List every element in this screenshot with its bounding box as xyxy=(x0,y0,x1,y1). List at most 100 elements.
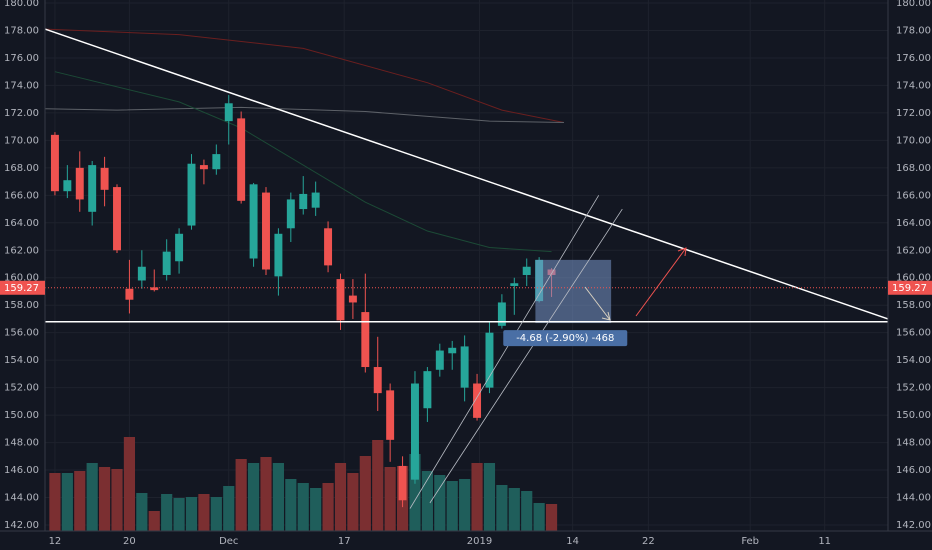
y-tick-label: 142.00 xyxy=(896,520,931,531)
volume-bar xyxy=(496,485,508,531)
x-tick-label: 2019 xyxy=(467,536,492,547)
trend-line xyxy=(429,208,623,504)
x-tick-label: 20 xyxy=(123,536,136,547)
y-tick-label: 166.00 xyxy=(4,190,39,201)
y-tick-label: 146.00 xyxy=(896,465,931,476)
trend-line xyxy=(44,28,889,320)
candle-body xyxy=(510,283,519,286)
y-tick-label: 154.00 xyxy=(896,355,931,366)
y-tick-label: 180.00 xyxy=(896,0,931,9)
volume-bar xyxy=(185,497,198,531)
candle-body xyxy=(435,350,444,370)
candle-body xyxy=(411,383,419,480)
x-tick-label: 14 xyxy=(566,536,579,547)
volume-bar xyxy=(198,494,210,531)
volume-bar xyxy=(372,440,384,531)
candle-body xyxy=(473,383,482,418)
x-tick-label: 17 xyxy=(338,536,351,547)
y-tick-label: 166.00 xyxy=(896,190,931,201)
y-tick-label: 160.00 xyxy=(896,273,931,284)
candle-body xyxy=(361,312,370,368)
y-tick-label: 170.00 xyxy=(896,135,931,146)
y-tick-label: 176.00 xyxy=(896,53,931,64)
volume-bar xyxy=(471,463,483,531)
volume-bar xyxy=(260,457,272,531)
candle-body xyxy=(75,167,84,200)
y-tick-label: 158.00 xyxy=(896,300,931,311)
candle-body xyxy=(460,346,469,388)
volume-bar xyxy=(434,475,446,531)
y-tick-label: 164.00 xyxy=(4,218,39,229)
candle-body xyxy=(187,163,196,226)
y-tick-label: 172.00 xyxy=(4,108,39,119)
volume-bar xyxy=(322,483,334,531)
y-tick-label: 154.00 xyxy=(4,355,39,366)
y-tick-label: 156.00 xyxy=(4,328,39,339)
candle-body xyxy=(522,266,531,275)
y-tick-label: 150.00 xyxy=(4,410,39,421)
x-tick-label: 12 xyxy=(49,536,62,547)
y-tick-label: 156.00 xyxy=(896,328,931,339)
volume-bar xyxy=(148,511,160,531)
trend-line xyxy=(409,195,600,509)
measure-box xyxy=(535,259,612,324)
candle-body xyxy=(497,302,506,326)
volume-bar xyxy=(111,469,123,531)
volume-bar xyxy=(297,483,309,531)
candle-body xyxy=(88,165,97,212)
candle-body xyxy=(249,184,258,259)
y-tick-label: 164.00 xyxy=(896,218,931,229)
projection-arrow xyxy=(584,286,611,321)
volume-bar xyxy=(421,471,433,531)
volume-bar xyxy=(86,463,98,531)
y-tick-label: 146.00 xyxy=(4,465,39,476)
y-tick-label: 158.00 xyxy=(4,300,39,311)
volume-bar xyxy=(223,486,235,531)
moving-average xyxy=(44,28,565,124)
volume-bar xyxy=(161,494,173,531)
x-tick-label: 22 xyxy=(642,536,655,547)
volume-bar xyxy=(545,504,558,531)
volume-bar xyxy=(459,479,471,531)
volume-bar xyxy=(310,488,322,531)
candle-body xyxy=(150,287,159,291)
volume-bar xyxy=(136,493,148,531)
y-tick-label: 172.00 xyxy=(896,108,931,119)
candle-body xyxy=(125,288,134,300)
candle-body xyxy=(63,180,72,192)
y-tick-label: 144.00 xyxy=(896,493,931,504)
volume-bar xyxy=(359,456,371,531)
plot xyxy=(44,28,889,531)
volume-bar xyxy=(384,467,396,531)
volume-bar xyxy=(483,463,496,531)
moving-average xyxy=(44,106,564,124)
candle-body xyxy=(398,465,407,501)
candle-body xyxy=(113,187,121,251)
volume-bar xyxy=(521,491,533,531)
candle-body xyxy=(348,295,357,303)
volume-bar xyxy=(285,479,297,531)
candle-body xyxy=(274,233,283,277)
last-price-tag xyxy=(888,280,932,295)
candle-body xyxy=(50,134,59,192)
y-tick-label: 152.00 xyxy=(896,383,931,394)
y-tick-label: 150.00 xyxy=(896,410,931,421)
last-price-tag xyxy=(0,280,45,295)
y-tick-label: 174.00 xyxy=(4,80,39,91)
last-price-label: 159.27 xyxy=(4,283,39,294)
moving-average xyxy=(54,71,552,253)
y-tick-label: 178.00 xyxy=(896,25,931,36)
y-tick-label: 162.00 xyxy=(4,245,39,256)
y-tick-label: 148.00 xyxy=(4,438,39,449)
candle-body xyxy=(199,165,208,170)
y-tick-label: 174.00 xyxy=(896,80,931,91)
volume-bar xyxy=(123,437,136,531)
last-price-label: 159.27 xyxy=(892,283,927,294)
volume-bar xyxy=(247,463,260,531)
candle-body xyxy=(386,390,395,440)
y-tick-label: 160.00 xyxy=(4,273,39,284)
